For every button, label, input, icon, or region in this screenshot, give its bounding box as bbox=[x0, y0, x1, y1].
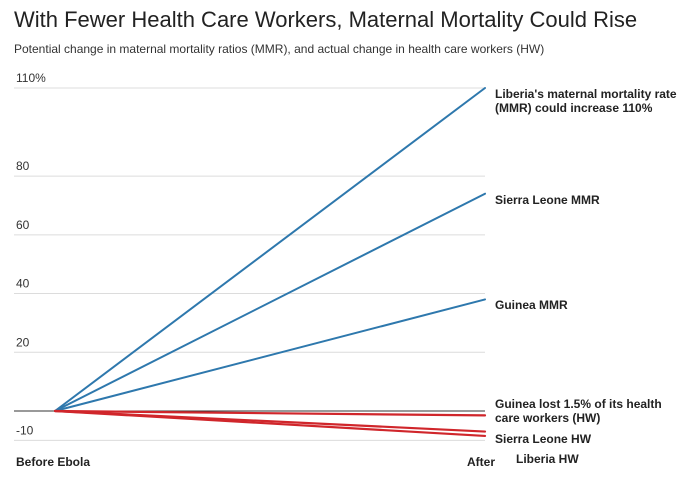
x-tick-label-after: After bbox=[467, 455, 495, 469]
y-tick-label: 80 bbox=[16, 159, 30, 173]
series-label-liberia-mmr: Liberia's maternal mortality rate bbox=[495, 87, 677, 101]
series-label-guinea-hw: Guinea lost 1.5% of its health bbox=[495, 397, 662, 411]
series-label-liberia-hw: Liberia HW bbox=[516, 452, 579, 466]
series-line-guinea-mmr bbox=[54, 298, 486, 412]
series-line-liberia-mmr bbox=[54, 87, 486, 412]
y-tick-label: 40 bbox=[16, 277, 30, 291]
series-label-guinea-hw: care workers (HW) bbox=[495, 411, 600, 425]
y-tick-label: -10 bbox=[16, 423, 34, 437]
series-line-liberia-hw bbox=[53, 409, 487, 438]
series-line-guinea-hw bbox=[53, 409, 487, 417]
series-line-sierra-leone-mmr bbox=[54, 192, 486, 412]
series-label-sierra-leone-mmr: Sierra Leone MMR bbox=[495, 193, 600, 207]
chart-subtitle: Potential change in maternal mortality r… bbox=[14, 42, 545, 56]
y-tick-label: 60 bbox=[16, 218, 30, 232]
y-tick-label: 110% bbox=[16, 71, 46, 85]
x-tick-label-before: Before Ebola bbox=[16, 455, 90, 469]
y-tick-label: 20 bbox=[16, 335, 30, 349]
series-label-sierra-leone-hw: Sierra Leone HW bbox=[495, 432, 592, 446]
series-label-liberia-mmr: (MMR) could increase 110% bbox=[495, 101, 653, 115]
chart-title: With Fewer Health Care Workers, Maternal… bbox=[14, 7, 638, 32]
series-label-guinea-mmr: Guinea MMR bbox=[495, 298, 568, 312]
